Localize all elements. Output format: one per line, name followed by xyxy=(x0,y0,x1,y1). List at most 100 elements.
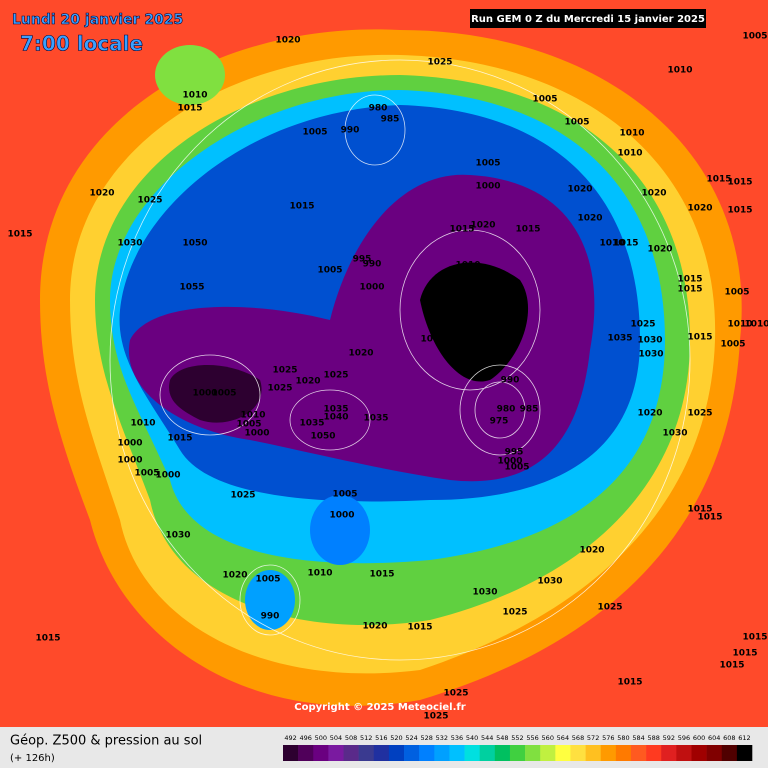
scale-swatch xyxy=(328,745,344,761)
pressure-label: 1015 xyxy=(613,239,638,249)
pressure-label: 1005 xyxy=(532,95,557,105)
pressure-label: 1020 xyxy=(295,377,320,387)
pressure-label: 1005 xyxy=(332,490,357,500)
pressure-label: 1005 xyxy=(483,302,508,312)
pressure-label: 1020 xyxy=(579,546,604,556)
pressure-label: 1015 xyxy=(369,570,394,580)
pressure-label: 1005 xyxy=(211,389,236,399)
pressure-label: 1025 xyxy=(230,491,255,501)
scale-label: 584 xyxy=(632,734,644,742)
pressure-label: 1005 xyxy=(255,575,280,585)
pressure-label: 1020 xyxy=(89,189,114,199)
pressure-label: 1030 xyxy=(638,350,663,360)
isobars xyxy=(109,59,691,661)
scale-label: 552 xyxy=(511,734,523,742)
pressure-label: 1005 xyxy=(475,159,500,169)
scale-label: 496 xyxy=(299,734,311,742)
scale-swatch xyxy=(646,745,662,761)
pressure-label: 1000 xyxy=(155,471,180,481)
pressure-label: 1000 xyxy=(475,182,500,192)
scale-swatch xyxy=(676,745,692,761)
pressure-label: 1010 xyxy=(619,129,644,139)
pressure-label: 975 xyxy=(490,417,509,427)
pressure-label: 1015 xyxy=(719,661,744,671)
scale-label: 544 xyxy=(481,734,493,742)
scale-label: 508 xyxy=(345,734,357,742)
scale-label: 548 xyxy=(496,734,508,742)
forecast-time: 7:00 locale xyxy=(20,32,143,56)
pressure-label: 1025 xyxy=(423,712,448,722)
pressure-label: 1000 xyxy=(359,283,384,293)
scale-label: 492 xyxy=(284,734,296,742)
scale-label: 576 xyxy=(602,734,614,742)
pressure-label: 1035 xyxy=(299,419,324,429)
pressure-label: 1020 xyxy=(637,409,662,419)
scale-label: 580 xyxy=(617,734,629,742)
pressure-label: 1010 xyxy=(727,320,752,330)
pressure-label: 1030 xyxy=(472,588,497,598)
pressure-label: 990 xyxy=(501,376,520,386)
pressure-label: 1015 xyxy=(35,634,60,644)
pressure-label: 995 xyxy=(505,448,524,458)
pressure-label: 1030 xyxy=(537,577,562,587)
scale-swatch xyxy=(540,745,556,761)
pressure-label: 1000 xyxy=(244,429,269,439)
pressure-label: 980 xyxy=(369,104,388,114)
scale-swatch xyxy=(509,745,526,761)
pressure-label: 1015 xyxy=(687,505,712,515)
pressure-label: 1015 xyxy=(732,649,757,659)
scale-swatch xyxy=(419,745,435,761)
pressure-label: 1020 xyxy=(647,245,672,255)
scale-label: 540 xyxy=(466,734,478,742)
pressure-label: 1025 xyxy=(323,371,348,381)
scale-label: 568 xyxy=(572,734,584,742)
pressure-label: 1020 xyxy=(362,622,387,632)
scale-label: 524 xyxy=(405,734,417,742)
pressure-label: 1035 xyxy=(323,405,348,415)
scale-label: 612 xyxy=(738,734,750,742)
pressure-label: 980 xyxy=(497,405,516,415)
pressure-label: 1015 xyxy=(167,434,192,444)
scale-swatch xyxy=(706,745,723,761)
scale-swatch xyxy=(615,745,632,761)
pressure-label: 1005 xyxy=(724,288,749,298)
legend-title: Géop. Z500 & pression au sol xyxy=(10,734,202,749)
pressure-label: 1010 xyxy=(455,261,480,271)
scale-label: 528 xyxy=(421,734,433,742)
pressure-label: 1000 xyxy=(329,511,354,521)
pressure-label: 1030 xyxy=(165,531,190,541)
scale-label: 572 xyxy=(587,734,599,742)
pressure-label: 1050 xyxy=(182,239,207,249)
pressure-label: 990 xyxy=(363,260,382,270)
pressure-label: 1025 xyxy=(267,384,292,394)
copyright: Copyright © 2025 Meteociel.fr xyxy=(294,702,465,713)
scale-label: 556 xyxy=(526,734,538,742)
scale-swatch xyxy=(404,745,420,761)
pressure-label: 1000 xyxy=(192,389,217,399)
pressure-label: 1005 xyxy=(134,469,159,479)
scale-swatch xyxy=(388,745,405,761)
pressure-label: 1005 xyxy=(504,463,529,473)
scale-swatch xyxy=(494,745,511,761)
pressure-label: 1010 xyxy=(667,66,692,76)
scale-swatch xyxy=(630,745,647,761)
scale-swatch xyxy=(691,745,707,761)
pressure-label: 1005 xyxy=(302,128,327,138)
pressure-label: 1000 xyxy=(483,279,508,289)
scale-swatch xyxy=(373,745,390,761)
pressure-label: 1020 xyxy=(577,214,602,224)
pressure-label: 1015 xyxy=(515,225,540,235)
pressure-label: 1025 xyxy=(630,320,655,330)
scale-swatch xyxy=(298,745,314,761)
scale-swatch xyxy=(600,745,617,761)
scale-swatch xyxy=(479,745,496,761)
scale-label: 532 xyxy=(436,734,448,742)
pressure-label: 985 xyxy=(520,405,539,415)
pressure-label: 1015 xyxy=(706,175,731,185)
scale-swatch xyxy=(313,745,329,761)
pressure-label: 1030 xyxy=(662,429,687,439)
pressure-label: 1025 xyxy=(137,196,162,206)
pressure-label: 1025 xyxy=(427,58,452,68)
pressure-label: 1020 xyxy=(348,349,373,359)
